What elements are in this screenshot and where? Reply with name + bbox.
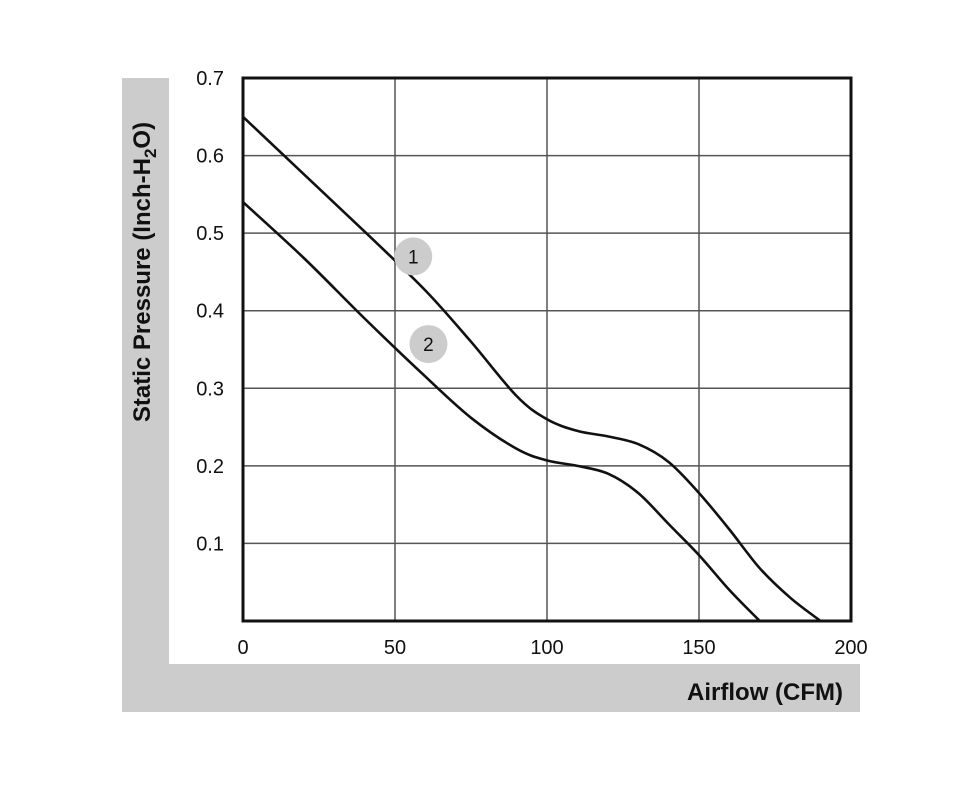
x-axis-band bbox=[122, 664, 860, 712]
y-tick-label: 0.4 bbox=[196, 301, 224, 323]
y-axis-title-main: Static Pressure (Inch-H bbox=[129, 158, 156, 422]
y-axis-title-suffix: O) bbox=[129, 122, 156, 149]
grid bbox=[243, 78, 851, 621]
x-axis-tick-labels: 0 50 100 150 200 bbox=[237, 637, 867, 659]
series-lines bbox=[241, 115, 822, 623]
series-markers: 12 bbox=[394, 237, 448, 364]
series-marker-label: 2 bbox=[423, 335, 434, 356]
y-axis-title-subscript: 2 bbox=[141, 149, 160, 158]
series-marker-1 bbox=[394, 237, 433, 276]
series-line-1 bbox=[241, 115, 822, 623]
y-axis-band bbox=[122, 78, 169, 712]
y-tick-label: 0.3 bbox=[196, 378, 224, 400]
x-tick-label: 200 bbox=[834, 637, 867, 659]
y-tick-label: 0.7 bbox=[196, 68, 224, 90]
series-line-2 bbox=[241, 200, 762, 623]
y-axis-tick-labels: 0.1 0.2 0.3 0.4 0.5 0.6 0.7 bbox=[196, 68, 224, 555]
x-tick-label: 0 bbox=[237, 637, 248, 659]
x-axis-title: Airflow (CFM) bbox=[687, 679, 843, 706]
y-tick-label: 0.6 bbox=[196, 146, 224, 168]
x-tick-label: 100 bbox=[530, 637, 563, 659]
x-tick-label: 50 bbox=[384, 637, 406, 659]
series-marker-2 bbox=[409, 325, 448, 364]
y-tick-label: 0.2 bbox=[196, 456, 224, 478]
x-tick-label: 150 bbox=[682, 637, 715, 659]
series-marker-label: 1 bbox=[408, 247, 419, 268]
y-tick-label: 0.5 bbox=[196, 223, 224, 245]
plot-area-border bbox=[241, 76, 853, 623]
y-tick-label: 0.1 bbox=[196, 533, 224, 555]
axis-frame-backdrop bbox=[122, 78, 860, 712]
y-axis-title: Static Pressure (Inch-H2O) bbox=[129, 122, 160, 422]
